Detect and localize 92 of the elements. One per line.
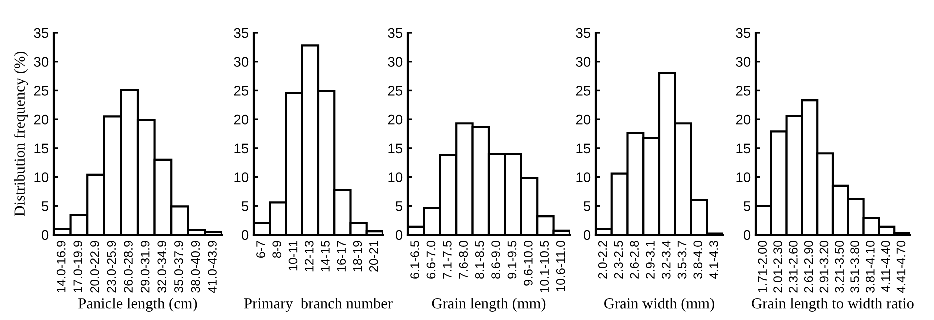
x-tick-label: 2.6-2.8 xyxy=(630,241,640,279)
y-tick-label: 10 xyxy=(388,172,403,182)
x-tick-label: 10-11 xyxy=(288,241,298,271)
x-tick-label: 12-13 xyxy=(304,241,314,272)
y-tick-label: 20 xyxy=(736,114,751,125)
x-tick-label: 2.31-2.60 xyxy=(789,241,798,293)
x-axis-title: Grain length (mm) xyxy=(432,298,546,312)
y-tick-label: 0 xyxy=(584,230,591,240)
x-tick-label: 9.1-9.5 xyxy=(508,241,517,279)
x-tick-label: 3.51-3.80 xyxy=(850,241,860,293)
y-tick-label: 20 xyxy=(388,114,403,125)
x-tick-label: 4.41-4.70 xyxy=(896,241,906,294)
x-tick-label: 14-15 xyxy=(321,241,330,272)
x-tick-label: 16-17 xyxy=(337,241,346,272)
x-tick-label: 2.0-2.2 xyxy=(598,241,608,279)
x-tick-label: 2.91-3.20 xyxy=(820,241,829,293)
y-tick-label: 5 xyxy=(744,202,751,212)
y-tick-label: 20 xyxy=(234,114,249,125)
x-tick-label: 10.1-10.5 xyxy=(540,241,550,292)
x-tick-label: 7.6-8.0 xyxy=(459,241,468,279)
x-axis-title: Primary branch number xyxy=(244,298,393,312)
x-tick-label: 9.6-10.0 xyxy=(524,241,533,286)
x-tick-label: 3.5-3.7 xyxy=(678,241,687,279)
x-tick-label: 1.71-2.00 xyxy=(758,241,768,292)
x-tick-label: 6.6-7.0 xyxy=(426,241,436,279)
y-tick-label: 30 xyxy=(34,57,49,68)
x-tick-label: 32.0-34.9 xyxy=(158,241,167,293)
y-tick-label: 5 xyxy=(584,202,591,212)
x-tick-label: 2.9-3.1 xyxy=(646,241,655,279)
y-tick-label: 35 xyxy=(34,28,49,38)
y-tick-label: 35 xyxy=(234,28,249,38)
x-tick-label: 3.2-3.4 xyxy=(662,240,671,279)
y-tick-label: 0 xyxy=(744,230,751,240)
y-tick-label: 30 xyxy=(736,57,751,68)
x-tick-label: 26.0-28.9 xyxy=(124,241,133,293)
x-tick-label: 8-9 xyxy=(272,241,282,258)
x-axis-title: Grain length to width ratio xyxy=(752,298,914,312)
y-tick-label: 20 xyxy=(576,114,591,125)
y-tick-label: 35 xyxy=(388,28,403,38)
x-tick-label: 23.0-25.9 xyxy=(107,241,116,293)
x-tick-label: 29.0-31.9 xyxy=(140,241,150,293)
x-tick-label: 6-7 xyxy=(256,241,266,258)
y-tick-label: 15 xyxy=(234,144,249,154)
x-tick-label: 8.6-9.0 xyxy=(492,241,500,279)
y-tick-label: 35 xyxy=(576,28,591,38)
x-tick-label: 3.8-4.0 xyxy=(694,241,703,279)
x-tick-label: 3.81-4.10 xyxy=(866,241,875,293)
x-tick-label: 8.1-8.5 xyxy=(475,241,484,279)
x-tick-label: 35.0-37.9 xyxy=(174,241,184,293)
y-tick-label: 0 xyxy=(242,230,249,240)
y-tick-label: 5 xyxy=(242,202,249,212)
x-tick-label: 6.1-6.5 xyxy=(410,241,420,279)
y-tick-label: 5 xyxy=(42,202,49,212)
x-tick-label: 38.0-40.9 xyxy=(191,241,200,293)
x-tick-label: 18-19 xyxy=(353,241,362,272)
x-tick-label: 4.11-4.40 xyxy=(881,241,890,292)
y-tick-label: 20 xyxy=(34,114,49,125)
y-tick-label: 30 xyxy=(576,57,591,68)
y-tick-label: 15 xyxy=(736,144,751,154)
y-tick-label: 10 xyxy=(576,172,591,182)
y-tick-label: 15 xyxy=(34,144,49,154)
y-tick-label: 10 xyxy=(34,172,49,182)
x-tick-label: 2.01-2.30 xyxy=(774,241,782,293)
y-tick-label: 25 xyxy=(34,86,49,96)
x-tick-label: 14.0-16.9 xyxy=(56,241,66,292)
x-tick-label: 17.0-19.9 xyxy=(74,241,83,292)
y-tick-label: 0 xyxy=(396,230,403,240)
x-tick-label: 2.3-2.5 xyxy=(614,241,624,279)
y-tick-label: 5 xyxy=(396,202,403,212)
x-axis-title: Grain width (mm) xyxy=(604,298,714,312)
x-tick-label: 41.0-43.9 xyxy=(208,241,217,294)
y-tick-label: 35 xyxy=(736,28,751,38)
y-tick-label: 15 xyxy=(388,144,403,154)
y-tick-label: 25 xyxy=(234,86,249,96)
y-tick-label: 25 xyxy=(736,86,751,96)
y-tick-label: 30 xyxy=(234,57,249,68)
y-tick-label: 30 xyxy=(388,57,403,68)
x-tick-label: 10.6-11.0 xyxy=(556,241,566,292)
x-tick-label: 20.0-22.9 xyxy=(90,241,100,293)
x-axis-title: Panicle length (cm) xyxy=(78,298,198,312)
y-tick-label: 25 xyxy=(576,86,591,96)
x-tick-label: 7.1-7.5 xyxy=(443,241,452,279)
y-axis-title: Distribution frequency (%) xyxy=(14,52,28,216)
y-tick-label: 15 xyxy=(576,144,591,154)
y-tick-label: 10 xyxy=(234,172,249,182)
y-tick-label: 10 xyxy=(736,172,751,182)
x-tick-label: 4.1-4.3 xyxy=(710,241,718,280)
x-tick-label: 3.21-3.50 xyxy=(835,241,844,293)
y-tick-label: 25 xyxy=(388,86,403,96)
x-tick-label: 20-21 xyxy=(369,241,378,272)
x-tick-label: 2.61-2.90 xyxy=(804,241,814,293)
y-tick-label: 0 xyxy=(42,230,49,240)
